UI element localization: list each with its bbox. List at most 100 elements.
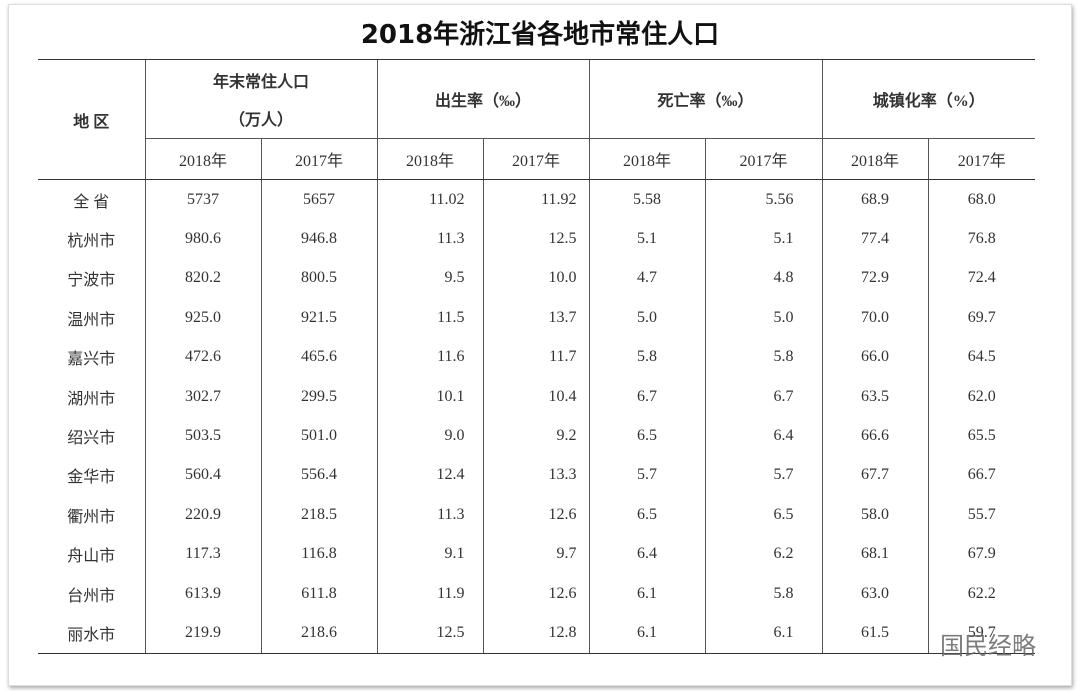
region-cell: 杭州市 (67, 233, 116, 251)
value-cell: 13.3 (482, 455, 589, 496)
value-cell: 5657 (260, 179, 377, 220)
year-header: 2018年 (821, 138, 928, 180)
value-cell: 503.5 (144, 416, 261, 456)
value-cell: 220.9 (144, 495, 261, 535)
value-cell: 62.2 (927, 573, 1035, 614)
value-cell: 11.7 (482, 337, 589, 377)
value-cell: 6.7 (704, 376, 822, 417)
value-cell: 5.7 (588, 455, 705, 496)
value-cell: 12.5 (376, 613, 483, 654)
data-row: 嘉兴市 472.6 465.6 11.6 11.7 5.8 5.8 66.0 64.5 (38, 337, 1035, 377)
value-cell: 218.6 (260, 613, 377, 654)
data-row: 宁波市 820.2 800.5 9.5 10.0 4.7 4.8 72.9 72.4 (38, 258, 1035, 299)
year-header: 2017年 (927, 138, 1035, 180)
value-cell: 61.5 (821, 613, 928, 654)
value-cell: 9.1 (376, 534, 483, 574)
value-cell: 219.9 (144, 613, 261, 654)
value-cell: 9.5 (376, 258, 483, 299)
value-cell: 66.0 (821, 337, 928, 377)
value-cell: 11.3 (376, 495, 483, 535)
data-row: 温州市 925.0 921.5 11.5 13.7 5.0 5.0 70.0 69.7 (38, 298, 1035, 338)
data-row: 绍兴市 503.5 501.0 9.0 9.2 6.5 6.4 66.6 65.5 (38, 416, 1035, 456)
data-row: 湖州市 302.7 299.5 10.1 10.4 6.7 6.7 63.5 62.0 (38, 376, 1035, 417)
watermark: 国民经略 (940, 632, 1036, 660)
value-cell: 11.9 (376, 573, 483, 614)
value-cell: 501.0 (260, 416, 377, 456)
value-cell: 5.0 (588, 298, 705, 338)
data-row: 衢州市 220.9 218.5 11.3 12.6 6.5 6.5 58.0 55.7 (38, 495, 1035, 535)
value-cell: 68.1 (821, 534, 928, 574)
group-header: 出生率（‰） (376, 59, 589, 139)
year-header: 2017年 (260, 138, 377, 180)
value-cell: 465.6 (260, 337, 377, 377)
value-cell: 820.2 (144, 258, 261, 299)
value-cell: 11.02 (376, 179, 483, 220)
value-cell: 12.6 (482, 495, 589, 535)
value-cell: 800.5 (260, 258, 377, 299)
value-cell: 5.8 (588, 337, 705, 377)
value-cell: 66.6 (821, 416, 928, 456)
value-cell: 9.0 (376, 416, 483, 456)
value-cell: 12.8 (482, 613, 589, 654)
population-table: 地 区年末常住人口 （万人） 出生率（‰） 死亡率（‰） 城镇化率（%） 2018年 201… (38, 59, 1035, 654)
value-cell: 925.0 (144, 298, 261, 338)
value-cell: 67.7 (821, 455, 928, 496)
value-cell: 10.4 (482, 376, 589, 417)
region-header: 地 区 (38, 59, 145, 180)
value-cell: 10.1 (376, 376, 483, 417)
value-cell: 5.7 (704, 455, 822, 496)
year-row: 2018年 2017年 2018年 2017年 2018年 2017年 2018年 2017年 (38, 138, 1035, 180)
value-cell: 68.9 (821, 179, 928, 220)
value-cell: 59.7 (927, 613, 1035, 654)
value-cell: 5.8 (704, 573, 822, 614)
value-cell: 9.2 (482, 416, 589, 456)
group-header: 死亡率（‰） (588, 59, 822, 139)
region-cell: 绍兴市 (67, 430, 116, 448)
region-cell: 丽水市 (38, 613, 145, 654)
value-cell: 64.5 (927, 337, 1035, 377)
value-cell: 302.7 (144, 376, 261, 417)
value-cell: 5.56 (704, 179, 822, 220)
value-cell: 946.8 (260, 219, 377, 259)
value-cell: 65.5 (927, 416, 1035, 456)
value-cell: 12.4 (376, 455, 483, 496)
region-cell: 衢州市 (67, 508, 116, 526)
group-label: 出生率（‰） (434, 93, 531, 110)
group-header: 年末常住人口 （万人） (144, 59, 377, 139)
value-cell: 63.0 (821, 573, 928, 614)
value-cell: 72.4 (927, 258, 1035, 299)
value-cell: 69.7 (927, 298, 1035, 338)
region-cell: 宁波市 (67, 272, 116, 290)
value-cell: 6.4 (588, 534, 705, 574)
region-cell: 台州市 (67, 587, 116, 605)
value-cell: 6.5 (588, 416, 705, 456)
value-cell: 11.92 (482, 179, 589, 220)
title: 2018年浙江省各地市常住人口 (360, 20, 720, 50)
value-cell: 6.1 (704, 613, 822, 654)
value-cell: 5.0 (704, 298, 822, 338)
value-cell: 218.5 (260, 495, 377, 535)
value-cell: 556.4 (260, 455, 377, 496)
region-cell: 全 省 (73, 193, 110, 211)
value-cell: 299.5 (260, 376, 377, 417)
data-row: 舟山市 117.3 116.8 9.1 9.7 6.4 6.2 68.1 67.9 (38, 534, 1035, 574)
value-cell: 67.9 (927, 534, 1035, 574)
value-cell: 921.5 (260, 298, 377, 338)
value-cell: 62.0 (927, 376, 1035, 417)
value-cell: 6.1 (588, 573, 705, 614)
value-cell: 4.8 (704, 258, 822, 299)
value-cell: 55.7 (927, 495, 1035, 535)
group-label: 年末常住人口 (212, 74, 309, 91)
value-cell: 472.6 (144, 337, 261, 377)
value-cell: 6.2 (704, 534, 822, 574)
value-cell: 10.0 (482, 258, 589, 299)
data-row: 台州市 613.9 611.8 11.9 12.6 6.1 5.8 63.0 62.2 (38, 573, 1035, 614)
value-cell: 70.0 (821, 298, 928, 338)
value-cell: 58.0 (821, 495, 928, 535)
value-cell: 6.5 (588, 495, 705, 535)
value-cell: 613.9 (144, 573, 261, 614)
value-cell: 117.3 (144, 534, 261, 574)
value-cell: 12.6 (482, 573, 589, 614)
value-cell: 560.4 (144, 455, 261, 496)
